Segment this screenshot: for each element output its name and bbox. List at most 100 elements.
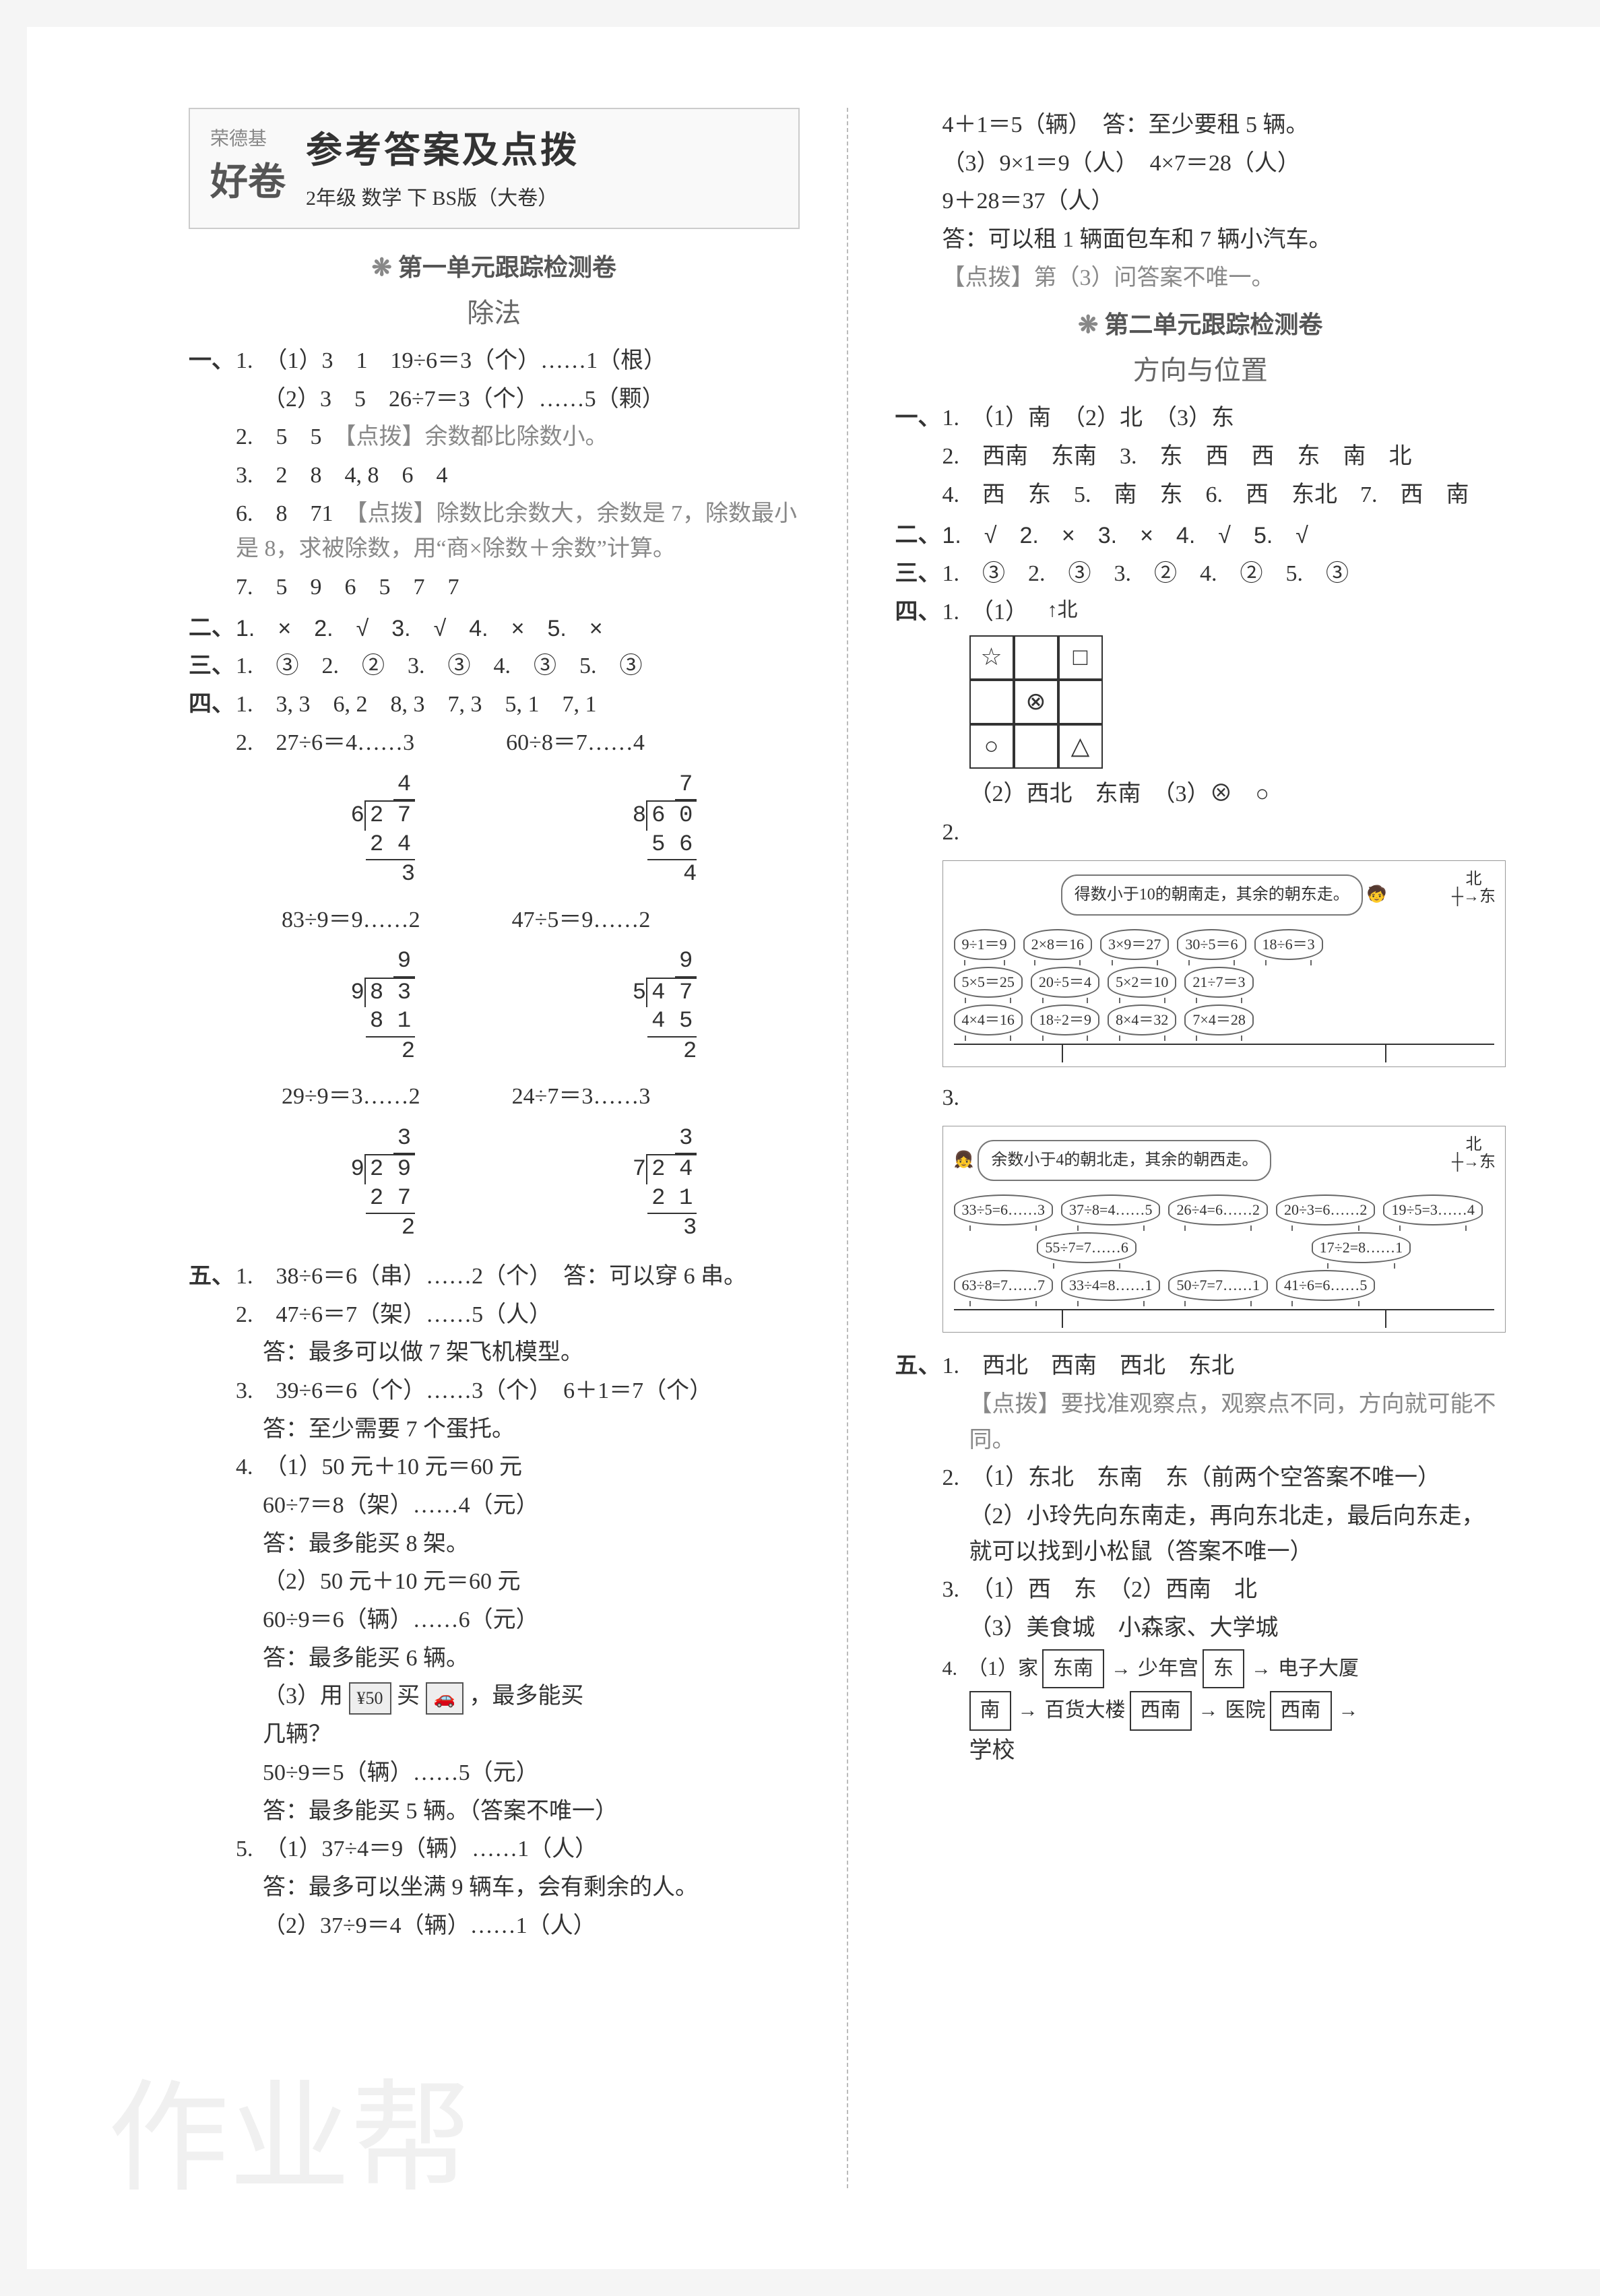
- flow-box: 东: [1203, 1649, 1244, 1689]
- ans-item: 29÷9＝3……2 24÷7＝3……3: [236, 1079, 800, 1115]
- arrow-icon: [1248, 1653, 1274, 1685]
- grid-cell: ⊗: [1014, 680, 1058, 724]
- ans-item: 答：可以租 1 辆面包车和 7 辆小汽车。: [895, 222, 1506, 258]
- path-line: [954, 1309, 1495, 1310]
- section-5: 五、 1. 38÷6＝6（串）……2（个） 答：可以穿 6 串。 2. 47÷6…: [189, 1259, 800, 1946]
- robot-node: 41÷6=6……5: [1276, 1270, 1375, 1301]
- robot-node: 5×2＝10: [1108, 967, 1176, 998]
- section-label: 三、: [895, 556, 942, 592]
- column-divider: [847, 108, 848, 2188]
- robot-node: 55÷7=7……6: [1037, 1232, 1136, 1263]
- unit1-title: 第一单元跟踪检测卷: [189, 249, 800, 287]
- ans-item: 83÷9＝9……2 47÷5＝9……2: [236, 903, 800, 938]
- flow-box: 西南: [1130, 1691, 1192, 1731]
- diagram-3: 北┼→东 👧 余数小于4的朝北走，其余的朝西走。 33÷5=6……3 37÷8=…: [942, 1126, 1506, 1333]
- speech-cloud: 余数小于4的朝北走，其余的朝西走。: [978, 1140, 1271, 1181]
- ans-item: 答：最多可以做 7 架飞机模型。: [236, 1335, 800, 1371]
- section-label: 四、: [189, 687, 236, 1256]
- robot-row: 4×4＝16 18÷2＝9 8×4＝32 7×4＝28: [954, 1004, 1495, 1035]
- section-label: 一、: [895, 401, 942, 515]
- brand: 荣德基: [210, 125, 286, 154]
- path-line: [954, 1044, 1495, 1045]
- ans-item: 9＋28＝37（人）: [895, 184, 1506, 220]
- ans-item: 2. 47÷6＝7（架）……5（人）: [236, 1298, 800, 1333]
- section-label: 三、: [189, 649, 236, 684]
- ans-item: 3. 2 8 4, 8 6 4: [236, 458, 800, 494]
- grid-cell: ☆: [969, 635, 1014, 680]
- section-2: 二、 1. × 2. √ 3. √ 4. × 5. ×: [189, 611, 800, 647]
- ans-item: 2. 西南 东南 3. 东 西 西 东 南 北: [942, 439, 1506, 475]
- section-label: 五、: [895, 1349, 942, 1771]
- flow-path: 南 百货大楼 西南 医院 西南: [942, 1691, 1506, 1731]
- ans-item: 7. 5 9 6 5 7 7: [236, 570, 800, 606]
- grid-cell: [1014, 724, 1058, 769]
- robot-row: 5×5＝25 20÷5＝4 5×2＝10 21÷7＝3: [954, 967, 1495, 998]
- flow-box: 南: [969, 1691, 1011, 1731]
- robot-node: 21÷7＝3: [1184, 967, 1253, 998]
- ans-item: 1. × 2. √ 3. √ 4. × 5. ×: [236, 611, 800, 647]
- direction-grid: ☆ □ ⊗ ○ △: [969, 635, 1506, 769]
- robot-node: 20÷3=6……2: [1276, 1194, 1375, 1225]
- child-icon: 🧒: [1367, 886, 1387, 903]
- long-division: 9 54 7 4 5 2: [620, 947, 697, 1066]
- header-sub: 2年级 数学 下 BS版（大卷）: [306, 183, 579, 215]
- robot-node: 3×9＝27: [1100, 929, 1169, 960]
- ans-item: 1. ③ 2. ② 3. ③ 4. ③ 5. ③: [236, 649, 800, 684]
- section-1: 一、 1. （1）3 1 19÷6＝3（个）……1（根） （2）3 5 26÷7…: [189, 344, 800, 608]
- ans-item: （3）用 ¥50 买 🚗 ，最多能买: [236, 1679, 800, 1715]
- ans-item: 2. （1）东北 东南 东（前两个空答案不唯一）: [942, 1461, 1506, 1496]
- longdiv-row: 3 92 9 2 7 2 3 72 4 2 1 3: [236, 1124, 800, 1243]
- robot-node: 7×4＝28: [1184, 1004, 1253, 1035]
- section-r2: 二、 1. √ 2. × 3. × 4. √ 5. √: [895, 518, 1506, 554]
- left-column: 荣德基 好卷 参考答案及点拨 2年级 数学 下 BS版（大卷） 第一单元跟踪检测…: [189, 108, 800, 2188]
- long-division: 4 62 7 2 4 3: [338, 771, 415, 889]
- ans-item: 3. 39÷6＝6（个）……3（个） 6＋1＝7（个）: [236, 1374, 800, 1409]
- ans-item: 6. 8 71 【点拨】除数比余数大，余数是 7，除数最小是 8，求被除数，用“…: [236, 497, 800, 567]
- robot-node: 33÷5=6……3: [954, 1194, 1053, 1225]
- ans-item: （3）美食城 小森家、大学城: [942, 1611, 1506, 1647]
- grid-cell: [969, 680, 1014, 724]
- ans-item: 1. （1）3 1 19÷6＝3（个）……1（根）: [236, 344, 800, 379]
- section-label: 二、: [189, 611, 236, 647]
- ans-item: 5. （1）37÷4＝9（辆）……1（人）: [236, 1832, 800, 1868]
- ans-item: 2.: [942, 815, 1506, 851]
- section-label: 四、: [895, 595, 942, 1347]
- ans-item: 答：最多能买 8 架。: [236, 1527, 800, 1562]
- ans-item: 1. 西北 西南 西北 东北: [942, 1349, 1506, 1384]
- section-r5: 五、 1. 西北 西南 西北 东北 【点拨】要找准观察点，观察点不同，方向就可能…: [895, 1349, 1506, 1771]
- speech-cloud: 得数小于10的朝南走，其余的朝东走。: [1061, 874, 1363, 916]
- robot-node: 19÷5=3……4: [1383, 1194, 1482, 1225]
- section-label: 一、: [189, 344, 236, 608]
- ans-item: 2. 5 5 【点拨】余数都比除数小。: [236, 420, 800, 455]
- header-title: 参考答案及点拨: [306, 123, 579, 179]
- unit1-subject: 除法: [189, 292, 800, 334]
- grid-cell: [1014, 635, 1058, 680]
- ans-item: 50÷9＝5（辆）……5（元）: [236, 1756, 800, 1791]
- arrow-icon: [1108, 1653, 1134, 1685]
- north-arrow-icon: ↑北: [1048, 595, 1078, 627]
- grid-cell: [1058, 680, 1103, 724]
- ans-item: 答：最多可以坐满 9 辆车，会有剩余的人。: [236, 1870, 800, 1906]
- ans-item: 答：最多能买 5 辆。（答案不唯一）: [236, 1794, 800, 1830]
- ans-item: 1. 3, 3 6, 2 8, 3 7, 3 5, 1 7, 1: [236, 687, 800, 723]
- hint: 【点拨】第（3）问答案不唯一。: [895, 261, 1506, 296]
- section-label: 二、: [895, 518, 942, 554]
- robot-node: 63÷8=7……7: [954, 1270, 1053, 1301]
- longdiv-row: 9 98 3 8 1 2 9 54 7 4 5 2: [236, 947, 800, 1066]
- robot-node: 26÷4=6……2: [1168, 1194, 1267, 1225]
- robot-node: 30÷5＝6: [1177, 929, 1246, 960]
- robot-node: 37÷8=4……5: [1061, 1194, 1160, 1225]
- robot-node: 17÷2=8……1: [1312, 1232, 1411, 1263]
- robot-node: 18÷6＝3: [1254, 929, 1323, 960]
- ans-item: 几辆？: [236, 1717, 800, 1753]
- section-label: 五、: [189, 1259, 236, 1946]
- robot-node: 4×4＝16: [954, 1004, 1023, 1035]
- hint: 【点拨】要找准观察点，观察点不同，方向就可能不同。: [942, 1387, 1506, 1458]
- robot-row: 63÷8=7……7 33÷4=8……1 50÷7=7……1 41÷6=6……5: [954, 1270, 1495, 1301]
- logo: 好卷: [210, 154, 286, 212]
- ans-item: （2）西北 东南 （3）⊗ ○: [942, 777, 1506, 812]
- ans-item: 60÷9＝6（辆）……6（元）: [236, 1603, 800, 1638]
- grid-cell: △: [1058, 724, 1103, 769]
- diagram-2: 北┼→东 得数小于10的朝南走，其余的朝东走。 🧒 9÷1＝9 2×8＝16 3…: [942, 860, 1506, 1067]
- ans-item: 答：至少需要 7 个蛋托。: [236, 1412, 800, 1448]
